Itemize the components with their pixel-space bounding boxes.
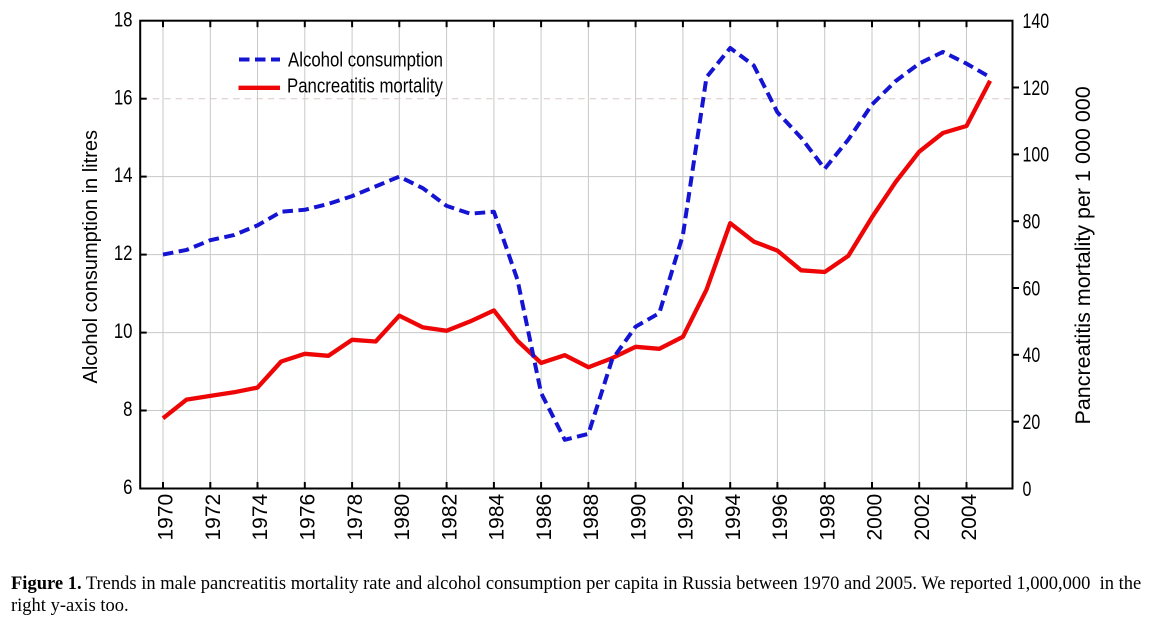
svg-text:1996: 1996 <box>769 494 792 541</box>
svg-text:14: 14 <box>114 165 133 188</box>
svg-text:18: 18 <box>114 9 133 32</box>
svg-text:140: 140 <box>1023 9 1050 33</box>
svg-text:1972: 1972 <box>202 494 225 541</box>
svg-text:100: 100 <box>1023 143 1050 167</box>
svg-text:1980: 1980 <box>391 494 414 541</box>
svg-text:2002: 2002 <box>911 494 934 541</box>
svg-text:1984: 1984 <box>486 493 509 540</box>
svg-text:1990: 1990 <box>627 494 650 541</box>
svg-text:1988: 1988 <box>580 494 603 541</box>
svg-text:2004: 2004 <box>958 493 981 540</box>
svg-text:Alcohol consumption in litres: Alcohol consumption in litres <box>80 130 102 383</box>
svg-text:2000: 2000 <box>864 494 887 541</box>
svg-text:1994: 1994 <box>722 493 745 540</box>
svg-text:120: 120 <box>1023 76 1050 100</box>
svg-text:1986: 1986 <box>533 494 556 541</box>
svg-text:1970: 1970 <box>155 494 178 541</box>
svg-text:Pancreatitis mortality: Pancreatitis mortality <box>287 74 443 97</box>
svg-text:1998: 1998 <box>816 494 839 541</box>
svg-text:1976: 1976 <box>297 494 320 541</box>
svg-text:80: 80 <box>1023 209 1041 233</box>
svg-text:1974: 1974 <box>249 493 272 540</box>
svg-text:1982: 1982 <box>438 494 461 541</box>
svg-text:Alcohol consumption: Alcohol consumption <box>288 48 443 71</box>
svg-text:20: 20 <box>1023 410 1041 434</box>
svg-text:8: 8 <box>123 398 132 421</box>
svg-text:12: 12 <box>114 243 133 266</box>
svg-text:60: 60 <box>1023 276 1041 300</box>
svg-text:1992: 1992 <box>675 494 698 541</box>
svg-text:Pancreatitis mortality per 1 0: Pancreatitis mortality per 1 000 000 <box>1071 86 1095 424</box>
svg-text:10: 10 <box>114 321 133 344</box>
svg-text:1978: 1978 <box>344 494 367 541</box>
svg-text:0: 0 <box>1023 477 1032 501</box>
svg-text:40: 40 <box>1023 343 1041 367</box>
svg-text:16: 16 <box>114 87 133 110</box>
svg-text:6: 6 <box>123 476 132 499</box>
